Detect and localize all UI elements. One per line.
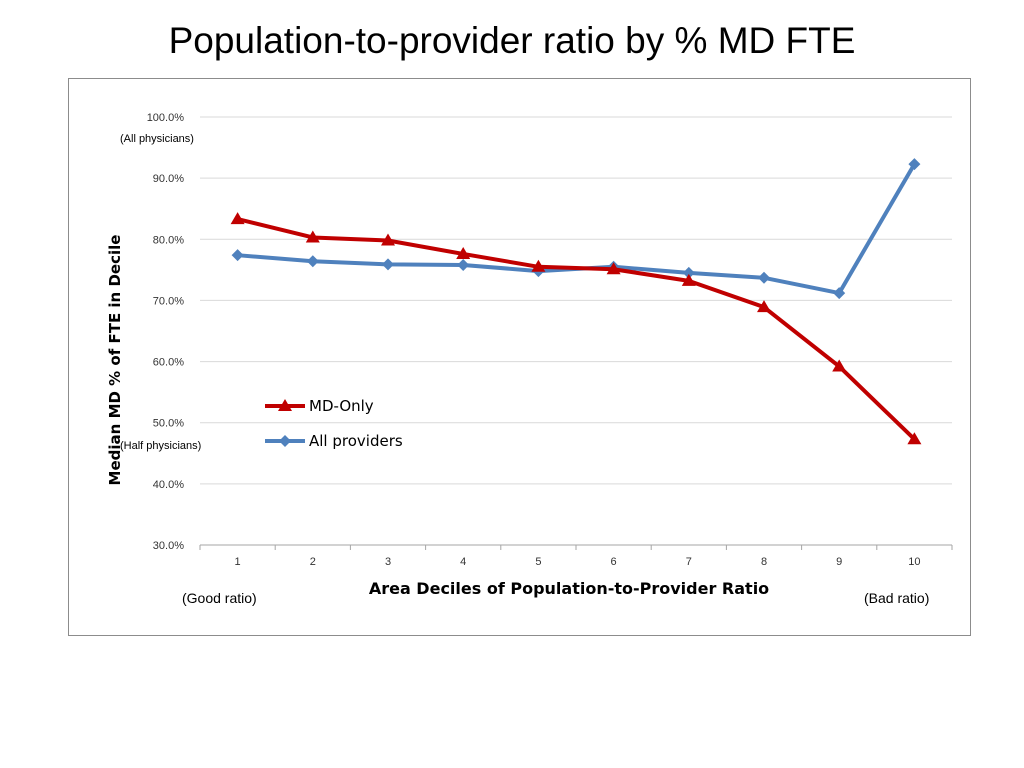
series-all-providers <box>231 158 921 300</box>
data-point-md-only <box>381 233 395 246</box>
data-point-md-only <box>456 246 471 259</box>
x-tick-labels: 1 2 3 4 5 6 7 8 9 10 <box>199 545 953 568</box>
legend-label-md-only: MD-Only <box>309 397 374 415</box>
annotation-good-ratio: (Good ratio) <box>182 590 257 606</box>
data-point-md-only <box>681 273 696 286</box>
y-tick-label: 50.0% <box>153 418 184 430</box>
y-tick-label: 30.0% <box>153 540 184 552</box>
line-chart: 30.0% 40.0% 50.0% 60.0% 70.0% 80.0% 90.0% 100.0… <box>106 112 953 606</box>
series-line-md-only <box>237 217 916 441</box>
legend-label-all-providers: All providers <box>309 432 403 450</box>
x-tick-label: 6 <box>611 556 617 568</box>
legend-marker-all-providers <box>279 435 291 447</box>
x-tick-label: 1 <box>235 556 241 568</box>
slide-title: Population-to-provider ratio by % MD FTE <box>168 20 856 61</box>
y-tick-label: 70.0% <box>153 295 184 307</box>
gridlines <box>200 116 952 546</box>
data-point-all-providers <box>306 255 319 268</box>
x-axis-title: Area Deciles of Population-to-Provider R… <box>369 579 769 598</box>
y-axis-title: Median MD % of FTE in Decile <box>106 235 124 486</box>
x-tick-label: 4 <box>460 556 466 568</box>
annotation-half-physicians: (Half physicians) <box>120 440 201 452</box>
y-tick-label: 40.0% <box>153 479 184 491</box>
y-tick-labels: 30.0% 40.0% 50.0% 60.0% 70.0% 80.0% 90.0% 100.0… <box>147 112 185 552</box>
y-tick-label: 90.0% <box>153 173 184 185</box>
annotation-all-physicians: (All physicians) <box>120 133 194 145</box>
legend-marker-md-only <box>278 399 292 411</box>
x-tick-label: 2 <box>310 556 316 568</box>
x-tick-label: 7 <box>686 556 692 568</box>
data-point-md-only <box>907 432 922 445</box>
series-md-only <box>230 212 922 445</box>
x-tick-label: 5 <box>535 556 541 568</box>
data-point-all-providers <box>382 258 394 271</box>
data-point-all-providers <box>908 158 921 171</box>
data-point-md-only <box>832 359 847 372</box>
series-layer <box>230 158 922 445</box>
chart-frame: 30.0% 40.0% 50.0% 60.0% 70.0% 80.0% 90.0% 100.0… <box>68 78 971 636</box>
data-point-md-only <box>757 300 771 313</box>
x-tick-label: 10 <box>908 556 920 568</box>
y-tick-label: 80.0% <box>153 234 184 246</box>
y-tick-label: 100.0% <box>147 112 185 124</box>
data-point-all-providers <box>682 266 695 279</box>
x-tick-label: 8 <box>761 556 767 568</box>
y-tick-label: 60.0% <box>153 357 184 369</box>
x-tick-label: 3 <box>385 556 391 568</box>
data-point-md-only <box>305 230 320 243</box>
data-point-all-providers <box>231 249 244 262</box>
series-line-all-providers <box>237 163 917 296</box>
data-point-md-only <box>531 259 546 272</box>
x-tick-label: 9 <box>836 556 842 568</box>
data-point-md-only <box>606 262 621 275</box>
annotation-bad-ratio: (Bad ratio) <box>864 590 929 606</box>
data-point-all-providers <box>758 271 770 284</box>
data-point-all-providers <box>457 258 470 271</box>
data-point-md-only <box>230 212 245 225</box>
legend: MD-Only All providers <box>265 397 403 450</box>
data-point-all-providers <box>833 287 846 300</box>
